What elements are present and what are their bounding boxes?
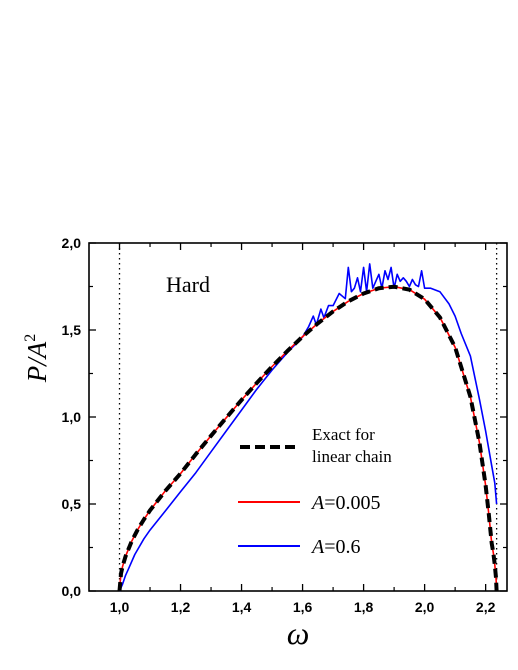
y-tick-label-0: 0,0 xyxy=(62,583,82,599)
legend-val-a06: =0.6 xyxy=(324,536,360,558)
x-tick-label-3: 1,6 xyxy=(293,599,313,615)
y-axis-title-base: P/A xyxy=(22,341,52,383)
legend-label-exact-1: Exact for xyxy=(312,425,375,444)
legend-label-a06: A=0.6 xyxy=(310,536,361,558)
legend-var-a06: A xyxy=(310,536,325,558)
reference-lines xyxy=(118,243,498,591)
legend: Exact for linear chain A=0.005 A=0.6 xyxy=(238,425,392,558)
series-layer xyxy=(117,263,499,592)
y-tick-label-2: 1,0 xyxy=(62,409,82,425)
x-tick-label-0: 1,0 xyxy=(110,599,130,615)
legend-val-a0005: =0.005 xyxy=(324,492,380,514)
axis-ticks: 1,0 1,2 1,4 1,6 1,8 2,0 2,2 0,0 0,5 1,0 1,5 2,0 xyxy=(62,235,507,615)
x-tick-label-5: 2,0 xyxy=(415,599,435,615)
y-tick-label-1: 0,5 xyxy=(62,496,82,512)
series-a-06 xyxy=(118,263,498,592)
y-tick-label-3: 1,5 xyxy=(62,322,82,338)
x-axis-title: ω xyxy=(287,615,310,651)
legend-label-exact-2: linear chain xyxy=(312,447,392,466)
svg-text:P/A2: P/A2 xyxy=(22,334,52,384)
x-tick-label-4: 1,8 xyxy=(354,599,374,615)
x-tick-label-2: 1,4 xyxy=(232,599,252,615)
series-exact-linear-chain xyxy=(117,284,499,592)
y-axis-title: P/A2 xyxy=(22,334,52,384)
plot-frame xyxy=(88,242,508,592)
legend-label-a0005: A=0.005 xyxy=(310,492,381,514)
y-tick-label-4: 2,0 xyxy=(62,235,82,251)
x-tick-label-1: 1,2 xyxy=(171,599,191,615)
y-axis-title-sup: 2 xyxy=(22,334,39,342)
annotation-hard: Hard xyxy=(166,272,210,297)
x-tick-label-6: 2,2 xyxy=(476,599,496,615)
legend-var-a0005: A xyxy=(310,492,325,514)
